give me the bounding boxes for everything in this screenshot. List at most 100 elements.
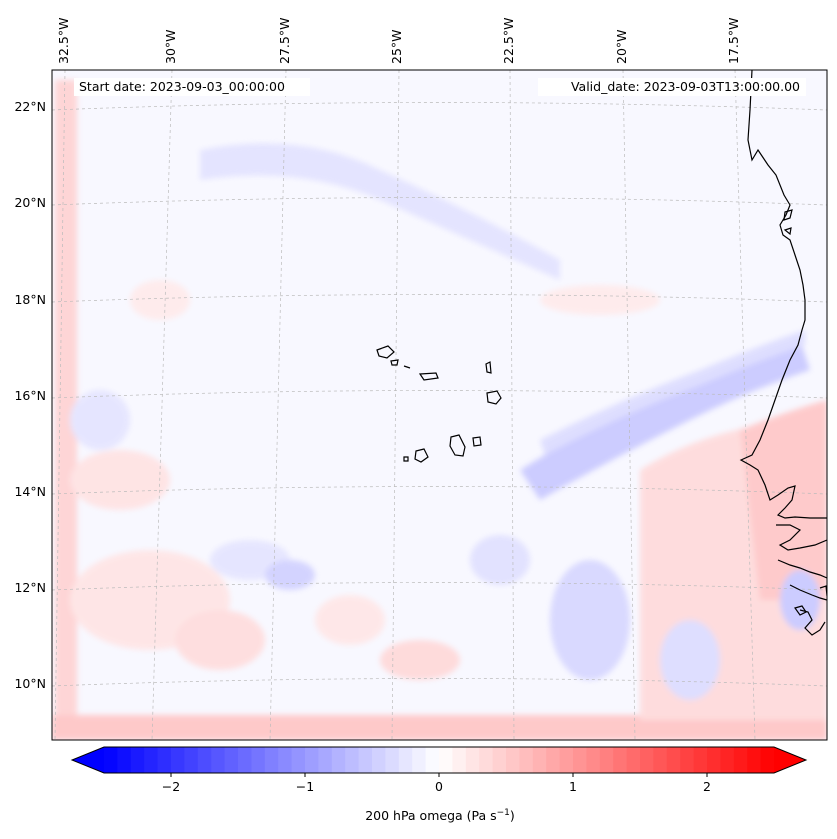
colorbar-segment: [760, 747, 775, 773]
field-patch: [55, 80, 77, 720]
colorbar-segment: [171, 747, 185, 773]
field-patch: [130, 280, 190, 320]
lon-label: 17.5°W: [726, 18, 741, 64]
colorbar-segment: [144, 747, 159, 773]
lon-label: 30°W: [163, 29, 178, 64]
island-santa-luzia: [403, 365, 411, 369]
field-patch: [470, 535, 530, 585]
colorbar-segment: [465, 747, 480, 773]
colorbar-tick-label: −2: [162, 779, 180, 794]
coastline-path: [794, 605, 807, 616]
valid-date-box: [538, 78, 806, 96]
island-boa-vista: [486, 390, 502, 405]
colorbar-segment: [733, 747, 748, 773]
field-patch: [660, 620, 720, 700]
meridian-line: [151, 70, 173, 740]
lon-label: 20°W: [614, 29, 629, 64]
meridian-line: [54, 70, 66, 740]
coastline-path: [776, 524, 827, 551]
island-brava: [403, 456, 409, 462]
lon-label: 25°W: [389, 29, 404, 64]
colorbar-segment: [666, 747, 681, 773]
field-patch: [315, 595, 385, 645]
island-santiago: [449, 434, 466, 457]
african-coastline: [739, 70, 827, 636]
field-patch: [540, 330, 805, 455]
field-patch: [520, 340, 810, 500]
field-patch: [780, 570, 820, 630]
colorbar-segment: [104, 747, 118, 773]
island-sao-nicolau: [418, 372, 439, 381]
lat-labels: 22°N 20°N 18°N 16°N 14°N 12°N 10°N: [14, 99, 46, 691]
colorbar-segments: [72, 747, 806, 773]
colorbar-segment: [318, 747, 333, 773]
colorbar-segment: [680, 747, 695, 773]
field-patch: [540, 285, 660, 315]
coastline-path: [789, 584, 827, 601]
meridian-line: [509, 70, 515, 740]
island-maio: [472, 436, 482, 447]
colorbar-segment: [305, 747, 319, 773]
colorbar-segment: [425, 747, 440, 773]
colorbar-segment: [693, 747, 708, 773]
field-patch: [175, 610, 265, 670]
colorbar-segment: [626, 747, 641, 773]
colorbar-tick-label: 1: [569, 779, 577, 794]
lat-label: 14°N: [14, 484, 46, 499]
colorbar-segment: [720, 747, 735, 773]
colorbar-segment: [184, 747, 199, 773]
field-patch: [200, 143, 560, 280]
meridian-line: [622, 70, 636, 740]
island-fogo: [414, 448, 429, 463]
field-patch: [740, 400, 827, 600]
meridian-line: [734, 70, 756, 740]
colorbar-segment: [157, 747, 172, 773]
lon-labels: 32.5°W 30°W 27.5°W 25°W 22.5°W 20°W 17.5…: [56, 18, 741, 64]
colorbar-segment: [197, 747, 212, 773]
lon-label: 32.5°W: [56, 18, 71, 64]
map-frame: [51, 69, 828, 741]
colorbar-tick-label: 0: [435, 779, 443, 794]
colorbar-segment: [372, 747, 386, 773]
colorbar-segment: [492, 747, 507, 773]
coastline-path: [783, 227, 792, 236]
colorbar-tick-label: −1: [296, 779, 314, 794]
lat-label: 18°N: [14, 292, 46, 307]
colorbar-segment: [519, 747, 534, 773]
colorbar-segment: [251, 747, 266, 773]
meridian-line: [391, 70, 400, 740]
colorbar-segment: [506, 747, 520, 773]
colorbar-segment: [224, 747, 239, 773]
colorbar-segment: [653, 747, 668, 773]
field-patch: [70, 450, 170, 510]
meridian-line: [269, 70, 287, 740]
colorbar-segment: [358, 747, 373, 773]
colorbar-segment: [479, 747, 494, 773]
colorbar-segment: [211, 747, 226, 773]
cape-verde-islands: [376, 345, 502, 463]
colorbar-segment: [412, 747, 427, 773]
colorbar-segment: [117, 747, 132, 773]
start-date-box: [74, 78, 310, 96]
parallel-line: [52, 582, 827, 591]
colorbar-segment: [130, 747, 145, 773]
field-patch: [70, 390, 130, 450]
parallel-line: [52, 390, 827, 399]
colorbar-segment: [747, 747, 762, 773]
colorbar-segment: [291, 747, 306, 773]
colorbar-segment: [573, 747, 587, 773]
colorbar-segment: [439, 747, 453, 773]
coastline-path: [777, 559, 827, 579]
omega-field: Start date: 2023-09-03_00:00:00 Valid_da…: [52, 70, 827, 740]
colorbar-segment: [546, 747, 561, 773]
colorbar-segment: [532, 747, 547, 773]
island-sal: [485, 361, 492, 374]
colorbar-label: 200 hPa omega (Pa s−1): [365, 808, 515, 823]
field-patch: [380, 640, 460, 680]
island-sao-vicente: [390, 359, 399, 366]
parallel-line: [52, 197, 827, 206]
colorbar-segment: [278, 747, 293, 773]
colorbar-segment: [452, 747, 467, 773]
colorbar-segment: [613, 747, 628, 773]
